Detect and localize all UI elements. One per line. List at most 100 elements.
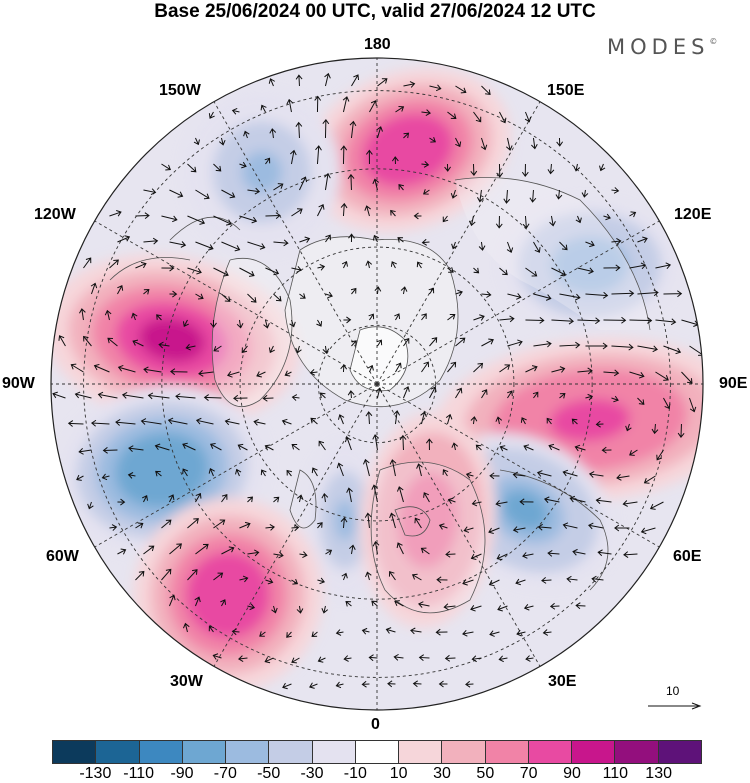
wind-arrow (523, 604, 534, 611)
wind-arrow (239, 215, 258, 224)
wind-arrow (549, 602, 560, 610)
wind-arrow (241, 345, 248, 354)
wind-arrow (447, 111, 457, 119)
meridian-label-60e: 60E (673, 548, 702, 565)
wind-arrow (395, 362, 402, 373)
wind-arrow (533, 293, 552, 301)
wind-arrow (547, 163, 555, 175)
wind-arrow (97, 391, 118, 399)
wind-arrow (512, 526, 526, 533)
colorbar-bin-11 (528, 741, 573, 763)
wind-arrow (585, 240, 595, 248)
wind-arrow (299, 293, 306, 299)
wind-arrow (127, 472, 136, 479)
wind-arrow (496, 163, 504, 178)
wind-arrow (637, 236, 648, 243)
wind-arrow (289, 149, 297, 165)
wind-arrow (481, 291, 492, 298)
wind-arrow (291, 208, 303, 217)
wind-arrow (295, 74, 303, 87)
meridian-label-60w: 60W (46, 548, 79, 565)
colorbar-bin-13 (615, 741, 659, 763)
wind-arrow (423, 189, 430, 195)
wind-arrow (365, 411, 373, 425)
vector-scale-arrow (648, 702, 702, 710)
wind-arrow (376, 339, 383, 347)
wind-arrow (559, 241, 568, 251)
wind-arrow (317, 577, 326, 585)
meridian-label-150e: 150E (547, 82, 585, 99)
wind-arrow (585, 393, 594, 401)
wind-arrow (429, 386, 437, 399)
wind-arrow (512, 471, 526, 479)
wind-arrow (643, 475, 656, 484)
wind-arrow (551, 267, 567, 277)
wind-arrow (198, 369, 214, 377)
wind-arrow (444, 163, 451, 172)
wind-arrow (349, 544, 356, 555)
wind-arrow (447, 497, 456, 505)
wind-arrow (365, 260, 373, 269)
wind-arrow (522, 215, 530, 229)
wind-arrow (525, 655, 534, 662)
wind-arrow (396, 542, 404, 555)
wind-arrow (400, 286, 408, 295)
colorbar-bin-6 (312, 741, 356, 763)
wind-arrow (455, 337, 466, 347)
meridian-label-150w: 150W (159, 82, 201, 99)
meridian-line (94, 220, 378, 385)
wind-arrow (362, 458, 370, 477)
wind-arrow (317, 522, 323, 529)
wind-arrow (575, 215, 582, 224)
wind-arrow (577, 267, 594, 275)
colorbar-bin-1 (96, 741, 140, 763)
wind-arrow (611, 237, 622, 245)
wind-arrow (167, 417, 188, 425)
wind-arrow (247, 549, 260, 557)
wind-arrow (656, 449, 664, 461)
wind-arrow (239, 521, 251, 529)
wind-arrow (536, 470, 552, 477)
wind-arrow (572, 548, 586, 556)
wind-arrow (169, 594, 176, 607)
wind-arrow (591, 575, 604, 583)
wind-arrow (243, 130, 250, 139)
wind-arrow (345, 601, 352, 607)
wind-arrow (263, 319, 270, 329)
wind-arrow (309, 369, 318, 376)
wind-arrow (321, 492, 329, 503)
wind-arrow (135, 261, 147, 269)
wind-arrow (523, 444, 534, 451)
wind-arrow (473, 362, 484, 373)
wind-arrow (625, 423, 632, 432)
wind-arrow (420, 547, 430, 555)
map-boundary (50, 57, 704, 711)
wind-arrow (577, 317, 601, 325)
wind-arrow (324, 72, 331, 87)
colorbar-bin-9 (442, 741, 486, 763)
wind-arrow (637, 289, 659, 297)
wind-arrow (282, 682, 292, 690)
wind-arrow (445, 550, 456, 558)
meridian-line (376, 383, 660, 548)
meridian-line (376, 101, 541, 385)
wind-arrow (213, 345, 222, 352)
wind-arrow (462, 579, 474, 586)
wind-arrow (371, 484, 379, 503)
wind-arrow (311, 631, 318, 638)
anomaly-siberia-high (435, 338, 703, 502)
wind-arrow (325, 291, 333, 299)
colorbar-bin-2 (139, 741, 183, 763)
wind-arrow (411, 573, 422, 581)
meridian-label-120e: 120E (674, 206, 712, 223)
wind-arrow (390, 261, 397, 269)
wind-arrow (221, 494, 228, 503)
wind-arrow (221, 189, 236, 199)
wind-arrow (79, 308, 86, 321)
wind-arrow (340, 202, 348, 217)
wind-arrow (438, 523, 448, 530)
wind-arrow (525, 267, 538, 277)
wind-arrow (309, 682, 318, 689)
wind-arrow (161, 264, 175, 272)
wind-arrow (340, 145, 348, 165)
